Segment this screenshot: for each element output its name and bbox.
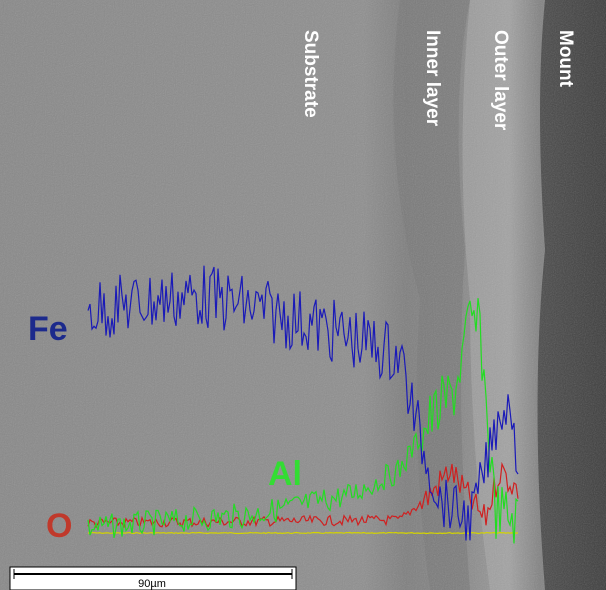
zone-label: Substrate: [300, 30, 321, 118]
element-label: Al: [268, 455, 302, 493]
element-label: Fe: [28, 310, 68, 348]
scale-bar-label: 90µm: [138, 578, 166, 590]
zone-label: Outer layer: [490, 30, 511, 131]
sem-image: Substrate Inner layer Outer layer Mount …: [0, 0, 606, 590]
zone-label: Mount: [555, 30, 576, 88]
zone-label: Inner layer: [422, 30, 443, 127]
element-label: O: [46, 507, 72, 545]
yellow-trace: [88, 533, 518, 534]
